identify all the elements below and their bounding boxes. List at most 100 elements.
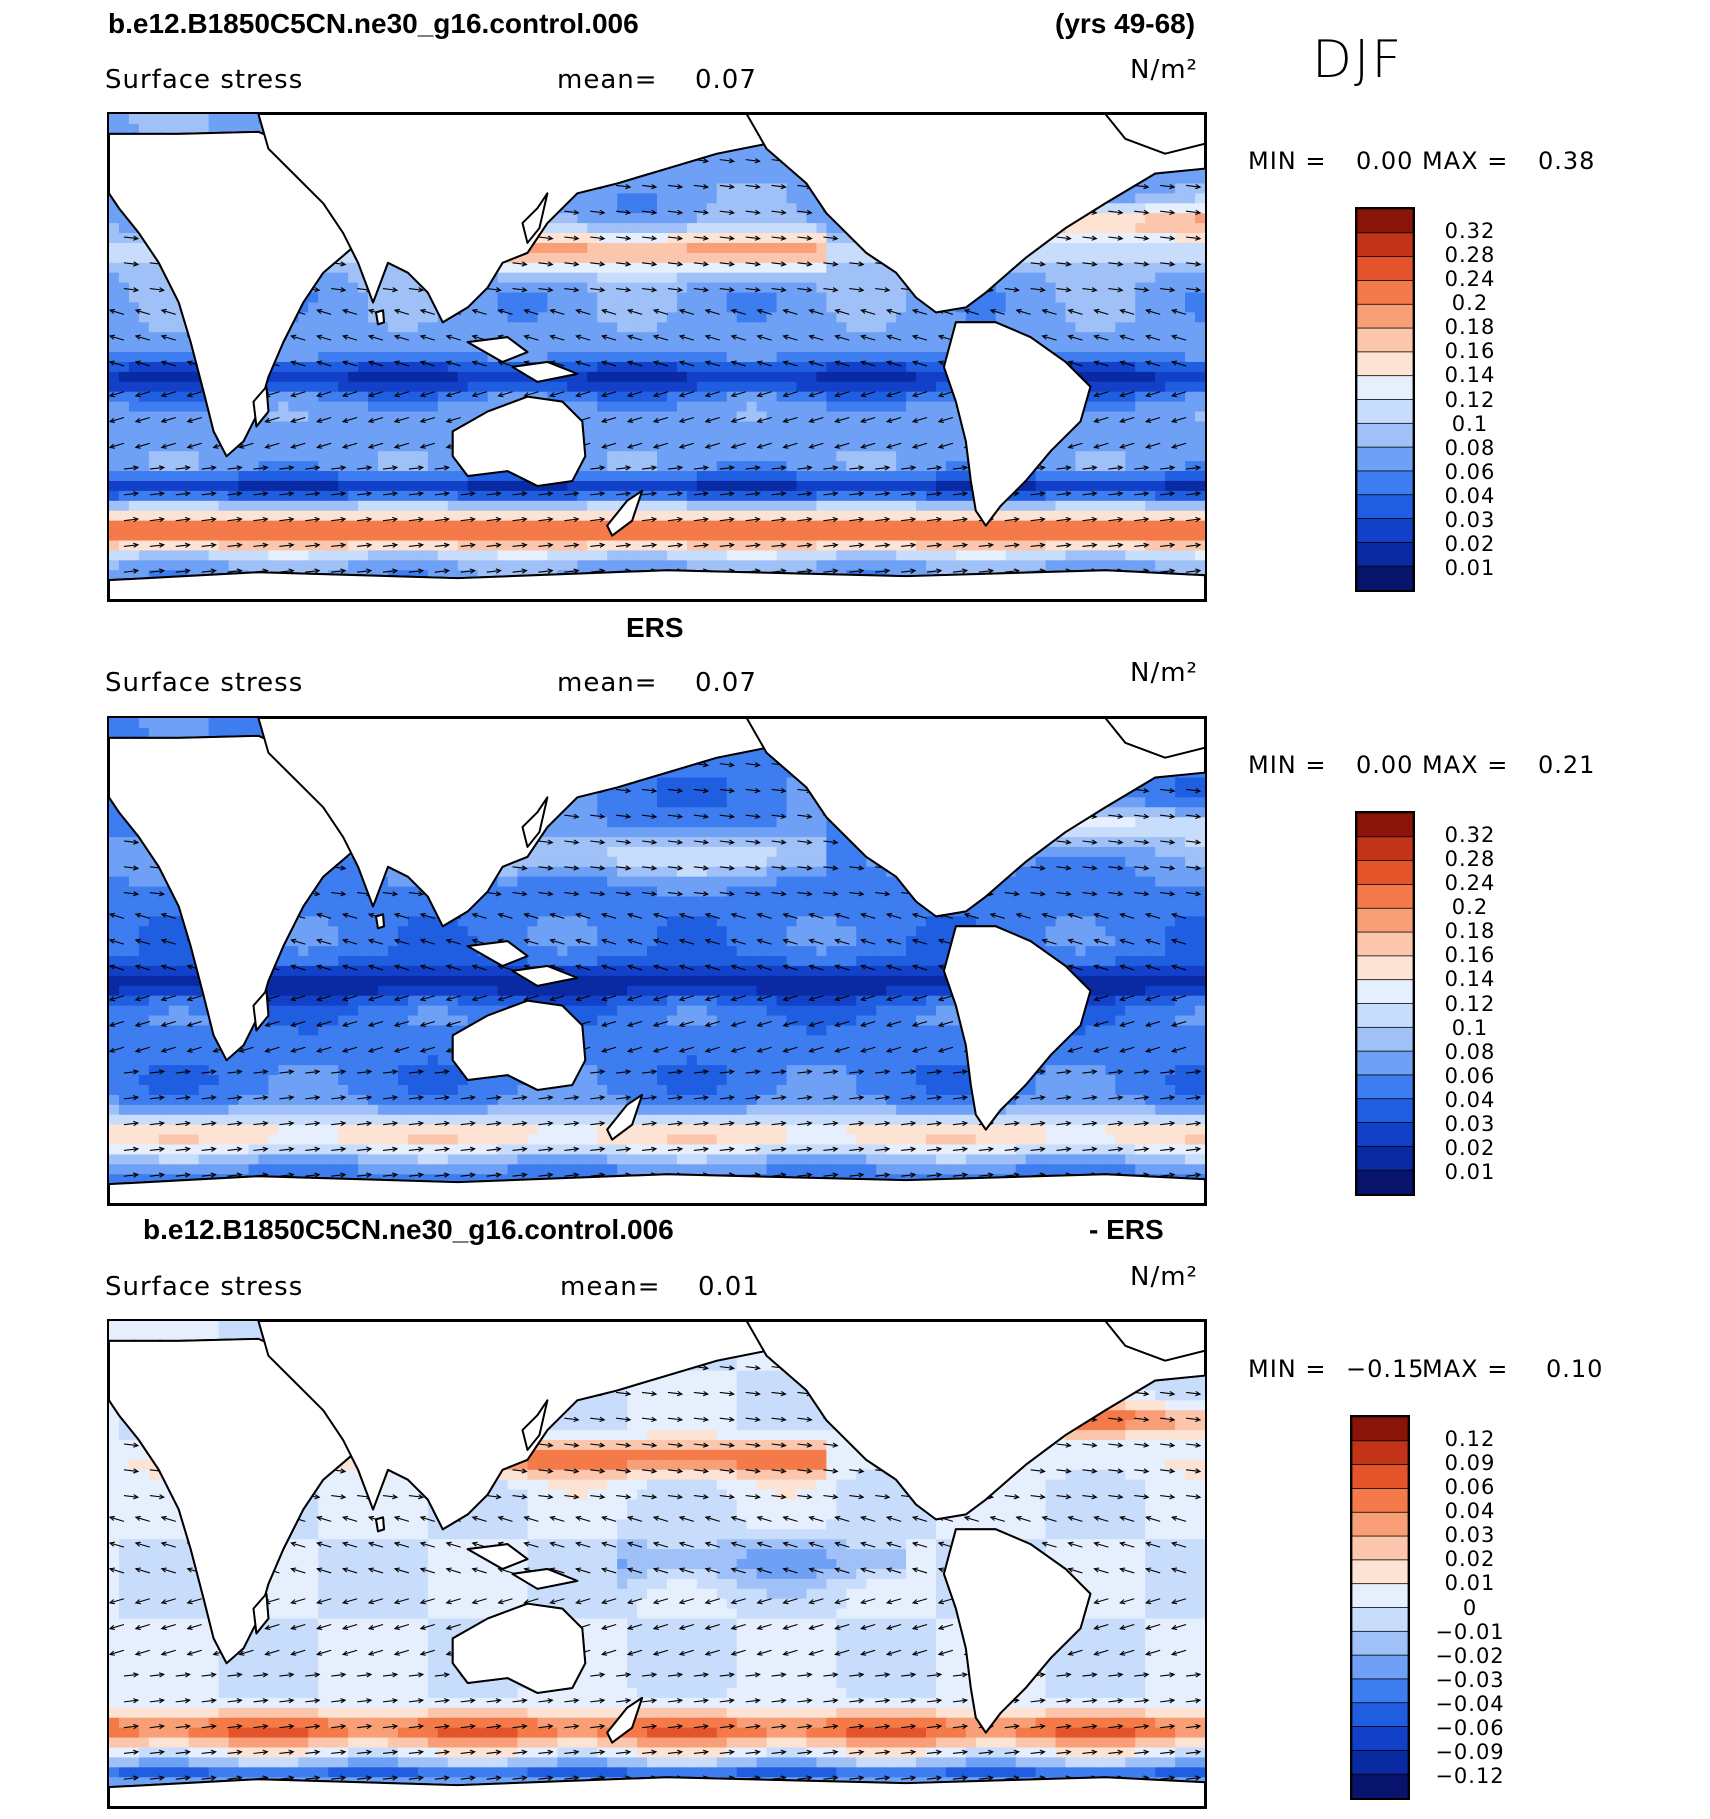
colorbar-tick-label: 0.18: [1430, 919, 1510, 943]
colorbar-tick-label: −0.12: [1430, 1764, 1510, 1788]
colorbar-swatch: [1357, 327, 1413, 353]
colorbar-tick-label: 0.2: [1430, 895, 1510, 919]
colorbar-tick-label: −0.02: [1430, 1644, 1510, 1668]
panel3-map: [107, 1319, 1207, 1809]
panel1-min-label: MIN =: [1248, 147, 1326, 175]
colorbar-tick-label: 0.01: [1430, 556, 1510, 580]
colorbar-tick-label: −0.06: [1430, 1716, 1510, 1740]
colorbar-tick-label: 0.08: [1430, 1040, 1510, 1064]
colorbar-swatch: [1352, 1773, 1408, 1798]
colorbar-tick-label: 0.09: [1430, 1451, 1510, 1475]
land-mask: [109, 114, 1205, 600]
colorbar-tick-label: 0.03: [1430, 508, 1510, 532]
colorbar-swatch: [1352, 1583, 1408, 1609]
colorbar-tick-label: 0.02: [1430, 1136, 1510, 1160]
colorbar-tick-label: 0.02: [1430, 532, 1510, 556]
colorbar-swatch: [1357, 1003, 1413, 1029]
colorbar-swatch: [1357, 1145, 1413, 1172]
colorbar-tick-label: 0.08: [1430, 436, 1510, 460]
colorbar-swatch: [1352, 1464, 1408, 1490]
panel3-title-suffix: - ERS: [1089, 1214, 1164, 1246]
colorbar-swatch: [1357, 399, 1413, 425]
colorbar-swatch: [1357, 565, 1413, 590]
panel2-min-value: 0.00: [1356, 751, 1413, 779]
panel3-unit: N/m²: [1130, 1262, 1198, 1292]
colorbar-swatch: [1357, 1074, 1413, 1100]
colorbar-swatch: [1352, 1678, 1408, 1704]
panel3-min-label: MIN =: [1248, 1355, 1326, 1383]
colorbar-tick-label: 0.01: [1430, 1571, 1510, 1595]
panel1-max-label: MAX =: [1422, 147, 1508, 175]
colorbar-swatch: [1357, 375, 1413, 401]
colorbar-swatch: [1352, 1654, 1408, 1680]
panel1-mean-value: 0.07: [695, 65, 757, 95]
panel3-max-label: MAX =: [1422, 1355, 1508, 1383]
panel2-unit: N/m²: [1130, 658, 1198, 688]
panel3-field-label: Surface stress: [105, 1272, 303, 1302]
panel1-map-svg: [109, 114, 1205, 600]
land-mask: [109, 718, 1205, 1204]
colorbar-swatch: [1357, 1169, 1413, 1194]
panel1-colorbar: [1355, 207, 1415, 592]
colorbar-swatch: [1352, 1417, 1408, 1442]
panel3-map-svg: [109, 1321, 1205, 1807]
panel2-colorbar-ticks: 0.32 0.28 0.24 0.2 0.18 0.16 0.14 0.12 0.1 0.08 0.…: [1430, 811, 1550, 1196]
colorbar-swatch: [1357, 1122, 1413, 1148]
colorbar-tick-label: −0.04: [1430, 1692, 1510, 1716]
panel1-colorbar-ticks: 0.32 0.28 0.24 0.2 0.18 0.16 0.14 0.12 0.1 0.08 0.…: [1430, 207, 1550, 592]
panel3-mean-value: 0.01: [698, 1272, 760, 1302]
colorbar-swatch: [1357, 1026, 1413, 1053]
season-label: DJF: [1312, 30, 1403, 90]
panel1-unit: N/m²: [1130, 55, 1198, 85]
colorbar-swatch: [1352, 1702, 1408, 1728]
panel1-field-label: Surface stress: [105, 65, 303, 95]
colorbar-swatch: [1352, 1535, 1408, 1561]
panel1-title: b.e12.B1850C5CN.ne30_g16.control.006: [108, 8, 639, 40]
colorbar-tick-label: 0.1: [1430, 1016, 1510, 1040]
panel2-max-value: 0.21: [1538, 751, 1595, 779]
colorbar-tick-label: 0.28: [1430, 243, 1510, 267]
colorbar-tick-label: 0.24: [1430, 871, 1510, 895]
panel2-title: ERS: [626, 612, 684, 644]
colorbar-swatch: [1357, 931, 1413, 957]
colorbar-tick-label: −0.01: [1430, 1620, 1510, 1644]
panel2-mean-label: mean=: [557, 668, 658, 698]
colorbar-swatch: [1352, 1511, 1408, 1537]
colorbar-tick-label: 0.06: [1430, 1475, 1510, 1499]
colorbar-swatch: [1357, 884, 1413, 910]
colorbar-tick-label: 0.04: [1430, 1088, 1510, 1112]
colorbar-swatch: [1357, 232, 1413, 258]
colorbar-tick-label: 0.14: [1430, 967, 1510, 991]
colorbar-tick-label: 0.12: [1430, 388, 1510, 412]
colorbar-tick-label: 0.32: [1430, 219, 1510, 243]
colorbar-tick-label: −0.03: [1430, 1668, 1510, 1692]
colorbar-swatch: [1357, 256, 1413, 282]
panel2-max-label: MAX =: [1422, 751, 1508, 779]
colorbar-swatch: [1357, 209, 1413, 234]
panel2-mean-value: 0.07: [695, 668, 757, 698]
panel2-field-label: Surface stress: [105, 668, 303, 698]
colorbar-swatch: [1352, 1488, 1408, 1514]
colorbar-swatch: [1357, 446, 1413, 472]
colorbar-tick-label: 0.18: [1430, 315, 1510, 339]
colorbar-swatch: [1357, 422, 1413, 449]
colorbar-tick-label: 0.14: [1430, 363, 1510, 387]
colorbar-tick-label: 0.03: [1430, 1523, 1510, 1547]
panel2-min-label: MIN =: [1248, 751, 1326, 779]
colorbar-swatch: [1357, 518, 1413, 544]
colorbar-tick-label: 0.32: [1430, 823, 1510, 847]
colorbar-swatch: [1357, 280, 1413, 306]
panel3-min-value: −0.15: [1346, 1355, 1425, 1383]
land-mask: [109, 1321, 1205, 1807]
colorbar-tick-label: 0.02: [1430, 1547, 1510, 1571]
colorbar-tick-label: 0.16: [1430, 339, 1510, 363]
colorbar-swatch: [1357, 351, 1413, 377]
panel2-map: [107, 716, 1207, 1206]
colorbar-tick-label: 0.12: [1430, 992, 1510, 1016]
panel1-mean-label: mean=: [557, 65, 658, 95]
panel2-map-svg: [109, 718, 1205, 1204]
colorbar-swatch: [1357, 979, 1413, 1005]
colorbar-swatch: [1357, 494, 1413, 520]
panel1-min-value: 0.00: [1356, 147, 1413, 175]
panel2-colorbar: [1355, 811, 1415, 1196]
